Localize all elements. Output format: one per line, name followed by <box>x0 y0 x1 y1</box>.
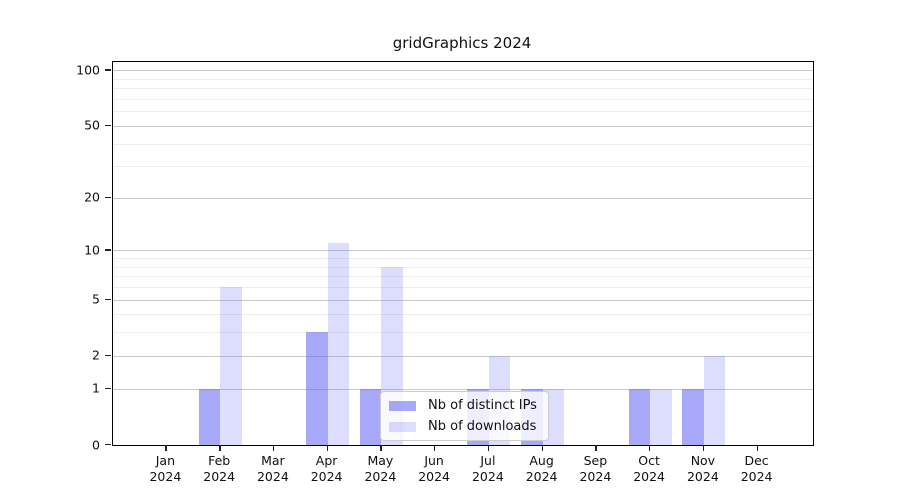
x-axis-tick <box>487 445 490 451</box>
x-axis-tick <box>219 445 221 451</box>
y-axis-tick <box>105 444 111 446</box>
gridline-major <box>113 388 813 390</box>
legend-swatch <box>389 421 416 432</box>
x-axis-tick-label: Mar 2024 <box>256 453 289 484</box>
y-axis-tick-label: 100 <box>76 62 100 78</box>
x-axis-tick-label: Jun 2024 <box>418 453 450 484</box>
gridline-major <box>113 70 813 72</box>
gridline-minor <box>113 166 813 168</box>
gridline-minor <box>113 111 813 113</box>
y-axis-tick-label: 20 <box>84 189 100 205</box>
bar-distinct-ips <box>628 388 651 445</box>
legend-item: Nb of downloads <box>389 419 537 434</box>
y-axis-tick <box>105 196 111 199</box>
gridline-major <box>113 125 813 127</box>
y-axis-tick <box>105 249 111 251</box>
gridline-minor <box>113 276 813 278</box>
chart-title: gridGraphics 2024 <box>392 34 532 52</box>
bar-downloads <box>650 388 672 445</box>
x-axis-tick-label: May 2024 <box>364 453 397 484</box>
x-axis-tick-label: Dec 2024 <box>740 453 773 484</box>
x-axis-tick <box>380 445 382 451</box>
legend-label: Nb of downloads <box>428 419 537 434</box>
y-axis-tick-label: 1 <box>92 380 100 396</box>
gridline-minor <box>113 266 813 268</box>
bar-downloads <box>703 355 726 445</box>
y-axis-tick <box>105 124 111 127</box>
x-axis-tick <box>326 445 328 451</box>
x-axis-tick-label: Oct 2024 <box>633 453 665 484</box>
gridline-major <box>113 197 813 199</box>
gridline-minor <box>113 143 813 145</box>
x-axis-tick-label: Aug 2024 <box>525 453 558 484</box>
legend-item: Nb of distinct IPs <box>389 398 537 413</box>
bar-distinct-ips <box>306 332 328 445</box>
x-axis-tick <box>756 445 758 451</box>
x-axis-tick-label: Jul 2024 <box>471 453 504 484</box>
bar-distinct-ips <box>682 388 704 445</box>
plot-area: Nb of distinct IPs Nb of downloads <box>112 61 814 446</box>
y-axis-tick <box>105 354 111 357</box>
gridline-major <box>113 250 813 252</box>
bar-downloads <box>220 287 242 445</box>
x-axis-tick-label: Feb 2024 <box>203 453 236 484</box>
gridline-minor <box>113 88 813 90</box>
x-axis-tick <box>649 445 651 451</box>
x-axis-tick <box>595 445 597 451</box>
gridline-minor <box>113 258 813 259</box>
gridline-major <box>113 355 813 357</box>
gridline-minor <box>113 332 813 334</box>
y-axis-tick-label: 2 <box>92 347 100 363</box>
x-axis-tick <box>272 445 275 451</box>
bar-distinct-ips <box>198 388 221 445</box>
gridline-minor <box>113 287 813 288</box>
bar-downloads <box>327 243 350 445</box>
x-axis-tick <box>541 445 543 451</box>
y-axis-tick-label: 0 <box>92 437 100 452</box>
bar-distinct-ips <box>359 388 382 445</box>
x-axis-tick-label: Nov 2024 <box>686 453 719 484</box>
gridline-minor <box>113 78 813 80</box>
legend-label: Nb of distinct IPs <box>428 398 537 413</box>
y-axis-tick <box>105 69 111 71</box>
y-axis-tick-label: 50 <box>84 117 100 133</box>
y-axis-tick-label: 10 <box>84 242 100 258</box>
x-axis-tick <box>165 445 167 451</box>
x-axis-tick <box>702 445 705 451</box>
gridline-minor <box>113 98 813 100</box>
gridline-minor <box>113 314 813 316</box>
gridline-major <box>113 299 813 301</box>
x-axis-tick-label: Apr 2024 <box>310 453 343 484</box>
y-axis-tick <box>105 298 111 300</box>
y-axis-tick-label: 5 <box>92 291 100 307</box>
x-axis-tick-label: Jan 2024 <box>149 453 182 484</box>
y-axis-tick <box>105 387 111 390</box>
x-axis-tick <box>434 445 436 451</box>
legend-swatch <box>389 400 416 411</box>
chart-legend: Nb of distinct IPs Nb of downloads <box>380 391 549 441</box>
x-axis-tick-label: Sep 2024 <box>579 453 612 484</box>
